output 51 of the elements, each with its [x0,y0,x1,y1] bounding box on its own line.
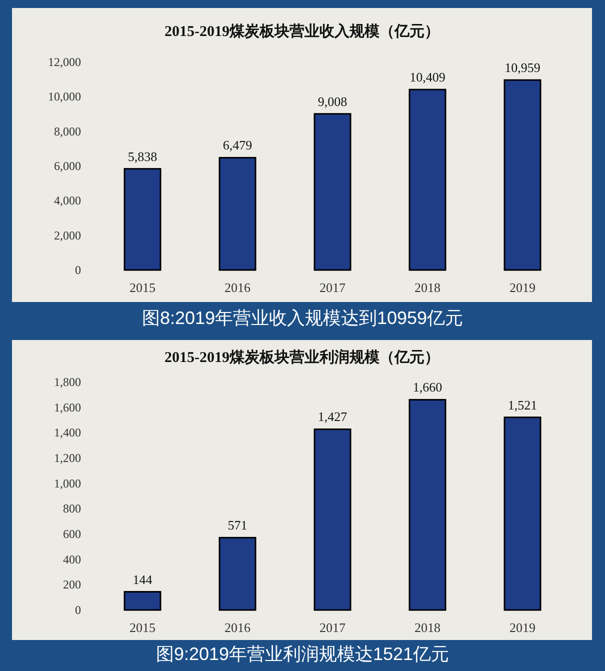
y-tick-label: 8,000 [54,124,81,138]
x-tick-label: 2016 [224,280,251,295]
data-label: 6,479 [222,138,252,153]
caption: 图8:2019年营业收入规模达到10959亿元 [142,308,464,328]
data-label: 1,521 [508,397,538,412]
y-tick-label: 10,000 [48,90,81,104]
data-label: 1,660 [412,380,442,395]
y-tick-label: 12,000 [48,55,81,69]
data-label: 9,008 [318,94,348,109]
x-tick-label: 2019 [510,280,536,295]
bar [504,416,542,611]
y-tick-label: 400 [63,552,81,566]
bar [314,428,352,611]
bar [218,536,256,611]
data-label: 1,427 [318,409,348,424]
bar [408,88,446,271]
bar [504,79,542,271]
y-tick-label: 600 [63,527,81,541]
x-tick-label: 2018 [414,620,440,635]
chart-title: 2015-2019煤炭板块营业收入规模（亿元） [164,23,440,40]
y-tick-label: 1,600 [54,400,81,414]
bar [124,168,162,271]
y-tick-label: 4,000 [54,194,81,208]
y-tick-label: 200 [63,578,81,592]
x-tick-label: 2017 [320,620,346,635]
x-tick-label: 2019 [510,620,536,635]
data-label: 10,409 [410,70,446,85]
data-label: 5,838 [128,148,158,164]
x-tick-label: 2015 [130,620,156,635]
y-tick-label: 1,800 [54,375,81,389]
bar [408,398,446,611]
data-label: 571 [228,518,248,533]
x-tick-label: 2018 [414,280,440,295]
y-tick-label: 800 [63,502,81,516]
bar [314,113,352,271]
y-tick-label: 6,000 [54,159,81,173]
x-tick-label: 2016 [224,620,251,635]
y-tick-label: 0 [75,603,81,617]
data-label: 10,959 [504,60,540,76]
y-tick-label: 1,400 [54,426,81,440]
y-tick-label: 1,000 [54,476,81,490]
chart-title: 2015-2019煤炭板块营业利润规模（亿元） [164,348,440,366]
x-tick-label: 2017 [320,280,346,295]
x-tick-label: 2015 [130,280,156,295]
y-tick-label: 2,000 [54,228,81,242]
y-tick-label: 0 [75,263,81,277]
y-tick-label: 1,200 [54,451,81,465]
bar [124,591,162,611]
data-label: 144 [132,572,153,587]
bar [218,156,256,271]
caption: 图9:2019年营业利润规模达1521亿元 [156,644,450,664]
